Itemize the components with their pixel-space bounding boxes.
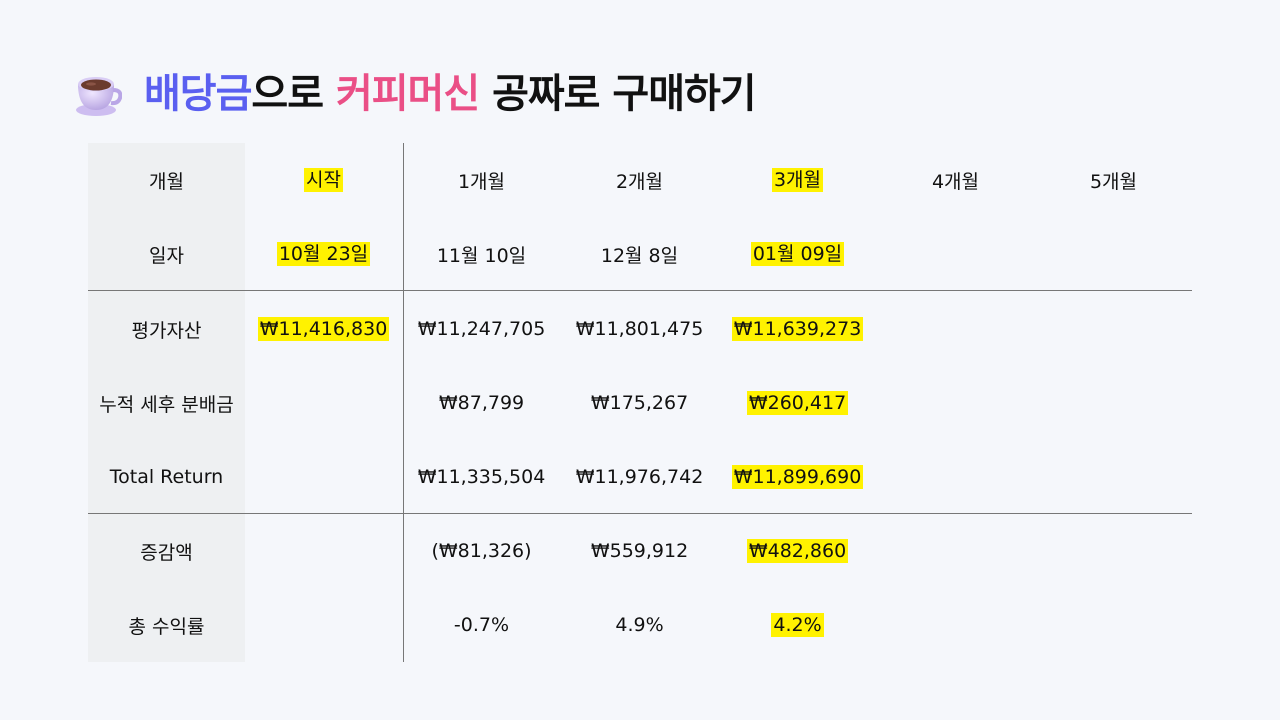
table-cell: 2개월 (561, 143, 718, 217)
cell-value: 01월 09일 (750, 242, 845, 266)
table-cell: ₩11,976,742 (561, 440, 718, 514)
table-row: 평가자산 ₩11,416,830 ₩11,247,705 ₩11,801,475 ₩11… (88, 292, 1192, 366)
cell-value: (₩81,326) (431, 540, 532, 562)
table-cell: 4.2% (719, 588, 876, 662)
table-cell: 시작 (245, 143, 402, 217)
table-cell: ₩175,267 (561, 366, 718, 440)
cell-value: ₩11,899,690 (731, 465, 864, 489)
cell-value: ₩11,639,273 (731, 317, 864, 341)
table-cell (245, 588, 402, 662)
row-label: 증감액 (140, 541, 193, 564)
table-cell (245, 440, 402, 514)
row-divider-1 (88, 290, 1192, 291)
table-cell (245, 514, 402, 588)
cell-value: ₩175,267 (590, 392, 689, 414)
table-cell (1035, 366, 1192, 440)
title-highlight-dividend: 배당금 (144, 71, 252, 117)
row-label: 일자 (149, 244, 184, 267)
cell-value: ₩11,801,475 (575, 318, 704, 340)
cell-value: 10월 23일 (276, 242, 371, 266)
row-label: Total Return (109, 466, 224, 488)
title-text-2: 공짜로 구매하기 (479, 71, 757, 117)
table-cell: 10월 23일 (245, 217, 402, 291)
row-divider-2 (88, 513, 1192, 514)
table-row: 일자 10월 23일 11월 10일 12월 8일 01월 09일 (88, 217, 1192, 291)
table-cell (877, 588, 1034, 662)
row-label: 평가자산 (131, 319, 202, 342)
table-cell (877, 366, 1034, 440)
row-label: 개월 (149, 170, 184, 193)
table-cell: ₩11,416,830 (245, 292, 402, 366)
cell-value: 5개월 (1089, 170, 1138, 193)
table-cell: ₩11,639,273 (719, 292, 876, 366)
cell-value: 4.9% (615, 614, 664, 636)
table-cell: 01월 09일 (719, 217, 876, 291)
cell-value: 11월 10일 (436, 244, 527, 267)
table-row: 누적 세후 분배금 ₩87,799 ₩175,267 ₩260,417 (88, 366, 1192, 440)
table-cell: 4개월 (877, 143, 1034, 217)
row-label: 총 수익률 (128, 615, 205, 638)
table-cell (1035, 292, 1192, 366)
cell-value: ₩11,416,830 (257, 317, 390, 341)
title-row: 배당금으로 커피머신 공짜로 구매하기 (74, 66, 757, 122)
table-cell (877, 217, 1034, 291)
table-cell: ₩11,247,705 (403, 292, 560, 366)
cell-value: ₩11,976,742 (575, 466, 704, 488)
table-cell (1035, 440, 1192, 514)
table-cell: ₩559,912 (561, 514, 718, 588)
row-label: 누적 세후 분배금 (99, 393, 234, 416)
table-row: 증감액 (₩81,326) ₩559,912 ₩482,860 (88, 514, 1192, 588)
column-divider (403, 143, 404, 662)
table-cell (877, 514, 1034, 588)
cell-value: ₩260,417 (746, 391, 849, 415)
cell-value: 3개월 (771, 168, 824, 192)
table-cell: 5개월 (1035, 143, 1192, 217)
table-cell (245, 366, 402, 440)
cell-value: 시작 (304, 168, 343, 192)
title-text-1: 으로 (251, 71, 336, 117)
cell-value: ₩482,860 (746, 539, 849, 563)
table-row: Total Return ₩11,335,504 ₩11,976,742 ₩11,89… (88, 440, 1192, 514)
table-cell: 3개월 (719, 143, 876, 217)
table-cell (1035, 588, 1192, 662)
cell-value: ₩11,247,705 (417, 318, 546, 340)
table-cell: ₩482,860 (719, 514, 876, 588)
table-cell (877, 292, 1034, 366)
table-cell (1035, 217, 1192, 291)
table-cell: -0.7% (403, 588, 560, 662)
table-cell: ₩87,799 (403, 366, 560, 440)
cell-value: ₩559,912 (590, 540, 689, 562)
table-cell: 11월 10일 (403, 217, 560, 291)
cell-value: ₩11,335,504 (417, 466, 546, 488)
table-row: 개월 시작 1개월 2개월 3개월 4개월 5개월 (88, 143, 1192, 217)
table-cell: ₩11,335,504 (403, 440, 560, 514)
table-cell: 12월 8일 (561, 217, 718, 291)
table-cell: 4.9% (561, 588, 718, 662)
table-cell: 1개월 (403, 143, 560, 217)
label-column-background (88, 143, 245, 662)
table-cell (1035, 514, 1192, 588)
cell-value: ₩87,799 (438, 392, 525, 414)
coffee-cup-icon (76, 77, 122, 116)
table-cell: ₩260,417 (719, 366, 876, 440)
cell-value: 4개월 (931, 170, 980, 193)
table-cell: ₩11,899,690 (719, 440, 876, 514)
page-title: 배당금으로 커피머신 공짜로 구매하기 (144, 66, 757, 122)
table-cell: ₩11,801,475 (561, 292, 718, 366)
cell-value: 12월 8일 (600, 244, 679, 267)
title-highlight-coffee-machine: 커피머신 (335, 71, 480, 117)
table-row: 총 수익률 -0.7% 4.9% 4.2% (88, 588, 1192, 662)
cell-value: 1개월 (457, 170, 506, 193)
table-cell: (₩81,326) (403, 514, 560, 588)
cell-value: 4.2% (771, 613, 824, 637)
cell-value: -0.7% (453, 614, 510, 636)
cell-value: 2개월 (615, 170, 664, 193)
table-cell (877, 440, 1034, 514)
